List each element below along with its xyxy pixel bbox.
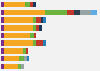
Bar [1, 48, 4, 54]
Bar [41, 17, 43, 23]
Bar [1, 25, 4, 31]
Bar [4, 17, 33, 23]
Bar [4, 25, 33, 31]
Bar [1, 17, 4, 23]
Bar [4, 40, 33, 46]
Bar [34, 33, 36, 38]
Bar [25, 2, 30, 7]
Bar [36, 40, 43, 46]
Bar [4, 56, 19, 61]
Bar [1, 40, 4, 46]
Bar [33, 40, 36, 46]
Bar [36, 17, 41, 23]
Bar [80, 10, 92, 15]
Bar [30, 33, 34, 38]
Bar [43, 40, 46, 46]
Bar [30, 2, 33, 7]
Bar [39, 25, 42, 31]
Bar [23, 48, 26, 54]
Bar [4, 33, 30, 38]
Bar [21, 64, 24, 69]
Bar [1, 56, 4, 61]
Bar [1, 33, 4, 38]
Bar [43, 17, 46, 23]
Bar [26, 48, 28, 54]
Bar [4, 2, 25, 7]
Bar [46, 10, 67, 15]
Bar [33, 2, 36, 7]
Bar [1, 10, 4, 15]
Bar [4, 64, 18, 69]
Bar [1, 2, 4, 7]
Bar [74, 10, 80, 15]
Bar [18, 64, 21, 69]
Bar [36, 25, 39, 31]
Bar [4, 48, 23, 54]
Bar [33, 25, 36, 31]
Bar [4, 10, 46, 15]
Bar [92, 10, 98, 15]
Bar [1, 64, 4, 69]
Bar [67, 10, 74, 15]
Bar [24, 56, 27, 61]
Bar [19, 56, 24, 61]
Bar [27, 56, 29, 61]
Bar [33, 17, 36, 23]
